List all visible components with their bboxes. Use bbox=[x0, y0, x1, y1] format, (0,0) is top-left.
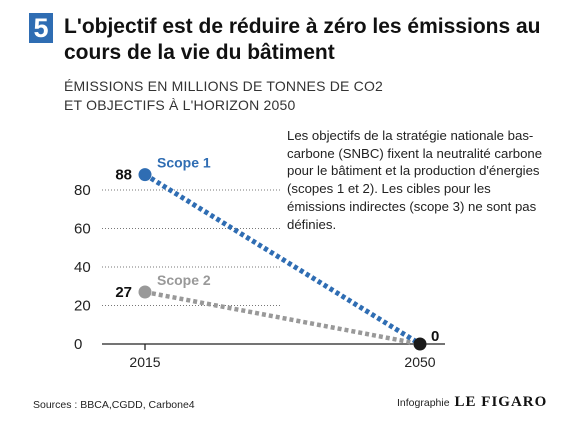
scope-1-point-start bbox=[138, 168, 152, 182]
y-tick-label-80: 80 bbox=[74, 182, 91, 199]
brand-logo: LE FIGARO bbox=[454, 394, 548, 410]
y-tick-label-40: 40 bbox=[74, 259, 91, 276]
scope-1-series-label: Scope 1 bbox=[157, 155, 211, 171]
scope-2-point-start bbox=[138, 285, 152, 299]
sources-text: Sources : BBCA,CGDD, Carbone4 bbox=[33, 399, 195, 411]
annotation-note: Les objectifs de la stratégie nationale … bbox=[287, 128, 543, 232]
subtitle-line-1: ÉMISSIONS EN MILLIONS DE TONNES DE CO2 bbox=[64, 78, 384, 94]
chart-number-badge: 5 bbox=[29, 13, 53, 43]
x-tick-label-2050: 2050 bbox=[404, 354, 435, 370]
x-tick-label-2015: 2015 bbox=[129, 354, 160, 370]
scope-2-line bbox=[144, 289, 421, 347]
credit: Infographie LE FIGARO bbox=[397, 394, 547, 411]
subtitle-line-2: ET OBJECTIFS À L'HORIZON 2050 bbox=[64, 97, 296, 113]
end-point-2050 bbox=[413, 337, 427, 351]
credit-label: Infographie bbox=[397, 397, 450, 409]
y-tick-label-20: 20 bbox=[74, 298, 91, 315]
y-tick-label-60: 60 bbox=[74, 221, 91, 238]
scope-2-series-label: Scope 2 bbox=[157, 272, 211, 288]
scope-2-value-label-start: 27 bbox=[115, 284, 132, 301]
scope-1-value-label-start: 88 bbox=[115, 167, 132, 184]
chart-subtitle: ÉMISSIONS EN MILLIONS DE TONNES DE CO2 E… bbox=[64, 77, 544, 115]
y-tick-label-0: 0 bbox=[74, 336, 82, 353]
scope-1-line bbox=[143, 172, 422, 347]
chart-title: L'objectif est de réduire à zéro les émi… bbox=[64, 15, 541, 64]
end-value-label: 0 bbox=[431, 328, 439, 345]
